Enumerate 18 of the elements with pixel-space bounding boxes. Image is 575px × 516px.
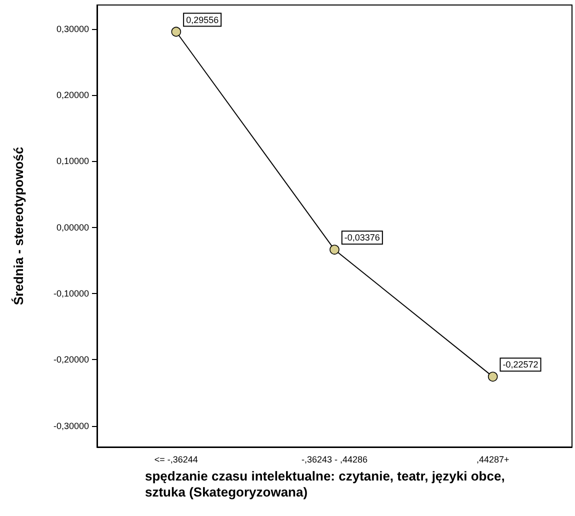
point [330, 244, 340, 255]
y-tick-label: -0,20000 [53, 354, 89, 365]
y-tick-label: 0,10000 [56, 156, 89, 166]
point [171, 26, 182, 37]
data-label: 0,29556 [186, 14, 219, 25]
data-label: -0,22572 [502, 360, 538, 370]
data-label: -0,03376 [344, 232, 380, 243]
point [488, 372, 498, 382]
x-tick-label: -,36243 - ,44286 [301, 454, 368, 464]
y-tick-label: 0,00000 [56, 222, 89, 232]
y-tick-label: -0,30000 [53, 420, 89, 431]
y-tick-label: -0,10000 [53, 288, 89, 298]
x-axis-title: spędzanie czasu intelektualne: czytanie, teatr, języki obce, sztuka (Skategoryzowana) [145, 468, 508, 500]
y-axis-title: Średnia - stereotypowość [11, 146, 26, 306]
y-tick-label: 0,20000 [56, 90, 89, 100]
y-tick-label: 0,30000 [56, 24, 89, 34]
x-tick-label: <= -,36244 [154, 454, 198, 464]
x-tick-label: ,44287+ [476, 454, 510, 464]
